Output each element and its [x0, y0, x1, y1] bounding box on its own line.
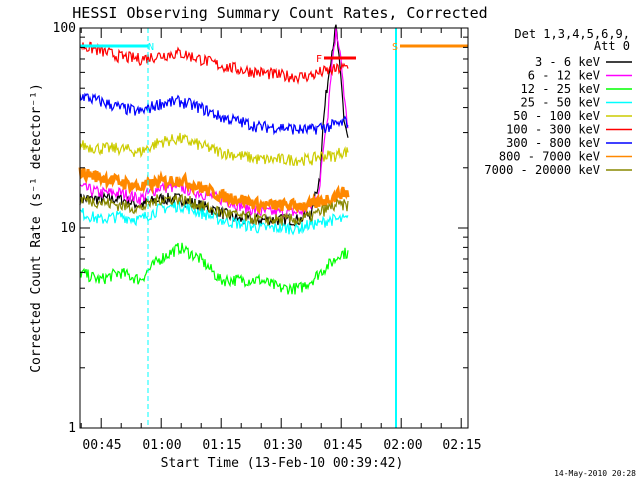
y-tick-label-100: 100	[53, 21, 76, 36]
y-tick-label-1: 1	[68, 421, 76, 436]
series-line-7000-20000keV	[80, 193, 349, 226]
series-line-300-800keV	[79, 92, 349, 136]
legend-label-2: 12 - 25 keV	[521, 82, 600, 96]
x-tick-label-0145: 01:45	[323, 438, 362, 453]
legend-header-line1: Det 1,3,4,5,6,9,	[514, 27, 630, 41]
series-line-12-25keV	[79, 242, 349, 295]
legend-label-1: 6 - 12 keV	[528, 69, 600, 83]
x-axis-label: Start Time (13-Feb-10 00:39:42)	[161, 456, 404, 471]
legend-label-0: 3 - 6 keV	[535, 55, 600, 69]
flag-label-F: F	[316, 54, 322, 65]
series-line-800-7000keV	[78, 167, 350, 215]
x-tick-label-0100: 01:00	[142, 438, 181, 453]
legend-label-4: 50 - 100 keV	[513, 109, 600, 123]
series-line-50-100keV	[79, 132, 349, 167]
legend-header-line2: Att 0	[594, 39, 630, 53]
x-tick-label-0130: 01:30	[263, 438, 302, 453]
x-tick-label-0200: 02:00	[383, 438, 422, 453]
x-tick-label-0215: 02:15	[442, 438, 481, 453]
legend-label-5: 100 - 300 keV	[506, 123, 600, 137]
legend-label-8: 7000 - 20000 keV	[484, 163, 600, 177]
y-axis-label: Corrected Count Rate (s⁻¹ detector⁻¹)	[29, 83, 44, 373]
series-line-100-300keV	[79, 41, 349, 85]
generation-timestamp: 14-May-2010 20:28	[554, 469, 636, 478]
flag-label-N: N	[148, 42, 154, 53]
legend-label-3: 25 - 50 keV	[521, 96, 600, 110]
axis-ticks	[80, 27, 468, 429]
chart-title: HESSI Observing Summary Count Rates, Cor…	[72, 4, 487, 22]
x-tick-label-0045: 00:45	[82, 438, 121, 453]
legend-label-6: 300 - 800 keV	[506, 136, 600, 150]
flag-label-S: S	[392, 42, 398, 53]
legend-label-7: 800 - 7000 keV	[499, 150, 600, 164]
y-tick-label-10: 10	[60, 221, 76, 236]
x-tick-label-0115: 01:15	[202, 438, 241, 453]
